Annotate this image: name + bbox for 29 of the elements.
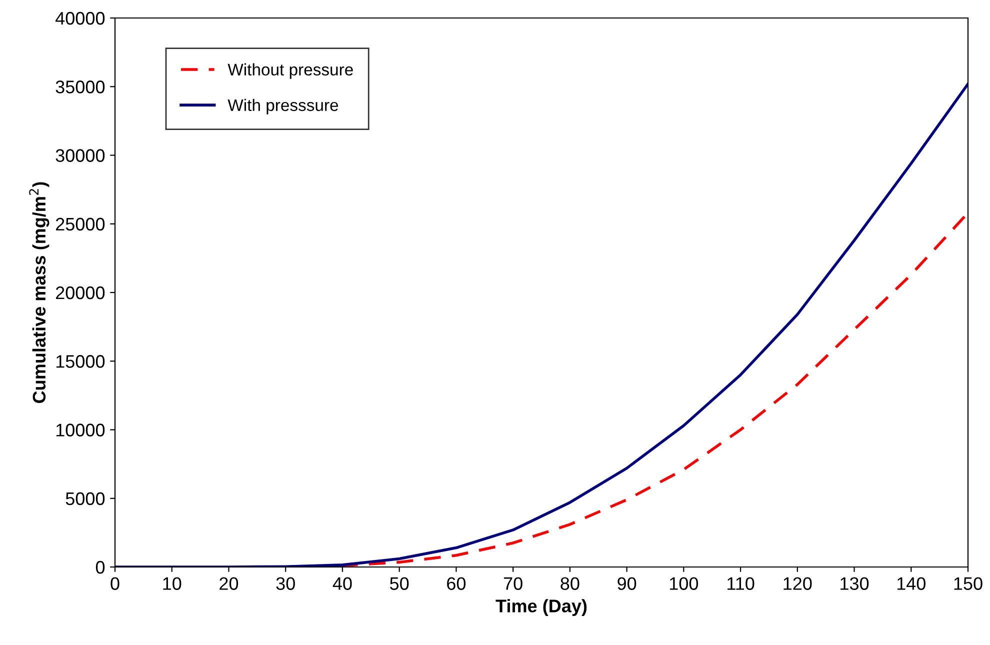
- y-tick-label: 5000: [66, 492, 105, 506]
- x-tick-label: 120: [784, 577, 812, 590]
- legend-label: Without pressure: [228, 63, 353, 79]
- y-tick-label: 25000: [56, 218, 105, 231]
- y-tick-label: 0: [96, 560, 105, 574]
- legend-label: With presssure: [228, 98, 338, 114]
- x-tick-label: 100: [670, 577, 698, 590]
- x-tick-label: 110: [728, 577, 754, 590]
- x-tick-label: 150: [954, 577, 982, 590]
- y-tick-label: 10000: [56, 424, 105, 436]
- x-tick-label: 130: [840, 577, 869, 590]
- x-axis-title: Time (Day): [496, 599, 587, 616]
- y-tick-label: 30000: [56, 149, 105, 162]
- x-tick-label: 10: [163, 577, 182, 590]
- y-axis-title: Cumulative mass (mg/m$^{2}$): [29, 182, 50, 403]
- x-tick-label: 60: [447, 577, 466, 590]
- y-tick-label: 40000: [55, 12, 105, 25]
- x-tick-label: 80: [560, 577, 580, 590]
- y-tick-label: 20000: [56, 286, 105, 300]
- y-tick-label: 35000: [56, 80, 105, 94]
- x-tick-label: 0: [110, 577, 120, 590]
- x-tick-label: 20: [220, 577, 238, 590]
- x-tick-label: 40: [332, 577, 352, 590]
- y-tick-label: 15000: [56, 355, 105, 368]
- x-tick-label: 50: [390, 577, 409, 590]
- x-tick-label: 90: [618, 577, 636, 590]
- x-tick-label: 70: [504, 577, 522, 590]
- x-tick-label: 30: [276, 577, 295, 590]
- x-tick-label: 140: [897, 577, 926, 590]
